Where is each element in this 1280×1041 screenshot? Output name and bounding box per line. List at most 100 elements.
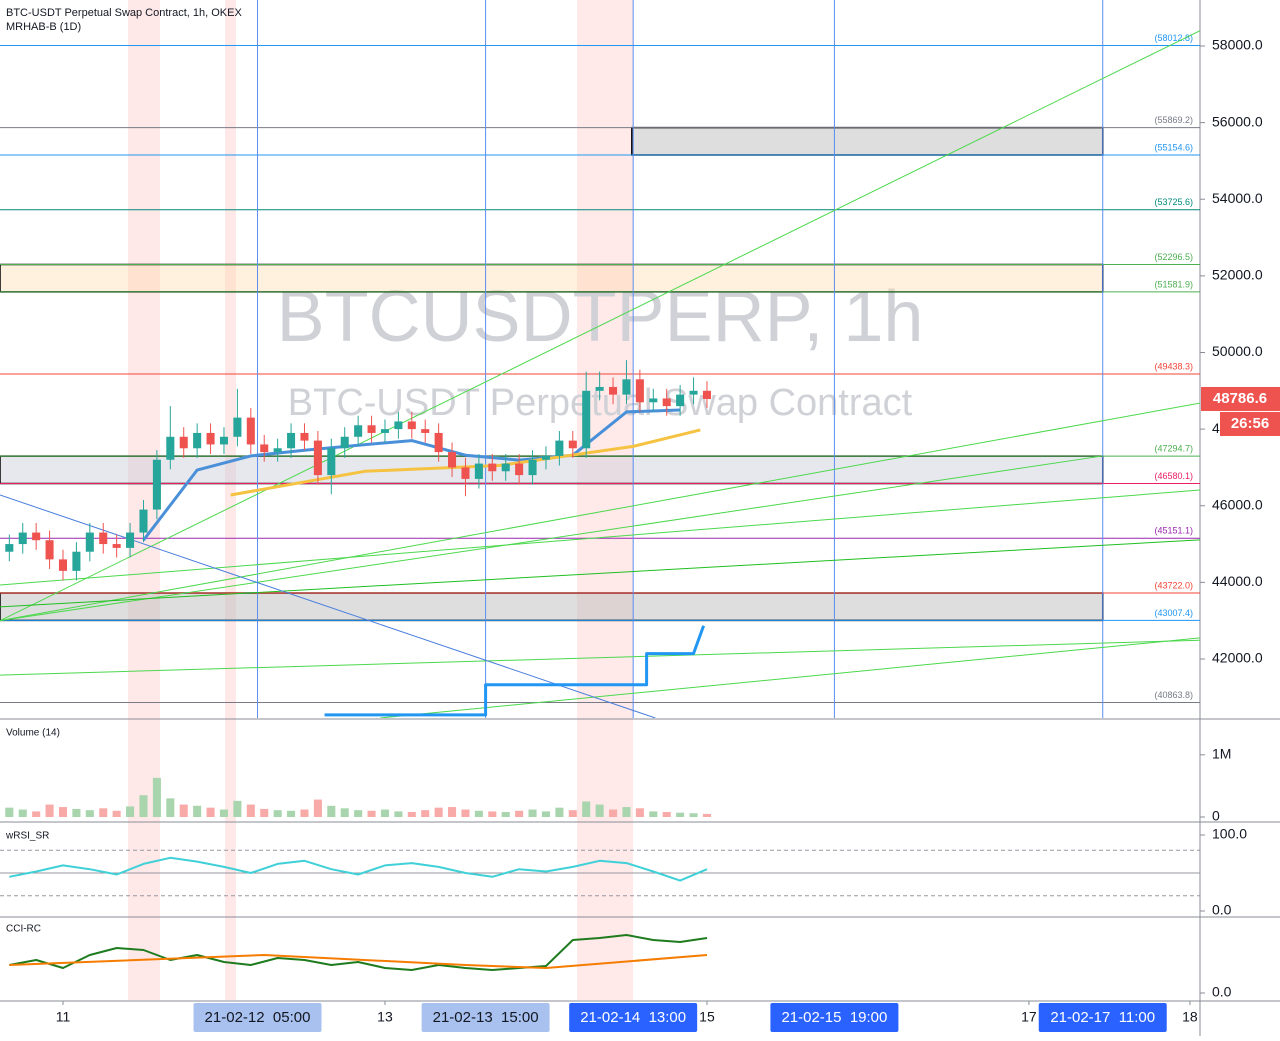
zone-box: [0, 592, 1104, 622]
indicator-line: [9, 856, 708, 882]
candle-body: [5, 544, 14, 552]
candle-body: [649, 398, 658, 403]
candle-body: [407, 421, 416, 430]
countdown-box: [1220, 411, 1280, 436]
volume-bar: [595, 804, 604, 817]
volume-bar: [246, 804, 255, 817]
candle-body: [45, 540, 54, 560]
volume-bar: [649, 811, 658, 817]
candle-body: [622, 379, 631, 395]
volume-bar: [689, 813, 698, 817]
volume-bar: [662, 812, 671, 817]
candle-body: [635, 379, 644, 403]
volume-bar: [380, 809, 389, 817]
candle-body: [434, 432, 443, 453]
trend-line: [0, 30, 1200, 622]
candle-body: [582, 390, 591, 449]
countdown-label: 26:56: [1231, 415, 1269, 432]
candle-body: [488, 463, 497, 472]
candle-body: [327, 448, 336, 476]
volume-bar: [313, 799, 322, 817]
volume-bar: [501, 812, 510, 817]
candle-body: [421, 429, 430, 433]
volume-bar: [327, 805, 336, 817]
chart-title: BTC-USDT Perpetual Swap Contract, 1h, OK…: [6, 7, 242, 19]
candle-body: [568, 440, 577, 449]
volume-bar: [448, 807, 457, 817]
candle-body: [528, 459, 537, 476]
session-band: [577, 0, 633, 1000]
trend-line: [0, 539, 1200, 608]
x-tick-label: 15: [699, 1009, 715, 1025]
candle-body: [394, 421, 403, 430]
candle-body: [273, 448, 282, 453]
volume-bar: [152, 777, 161, 817]
y-tick-label: 0: [1212, 808, 1220, 824]
candle-body: [18, 532, 27, 545]
trend-line: [0, 494, 656, 718]
candle-body: [515, 463, 524, 476]
volume-bar: [300, 809, 309, 817]
volume-bar: [99, 808, 108, 817]
zone-box: [0, 263, 1104, 293]
candle-body: [609, 386, 618, 395]
y-tick-label: 52000.0: [1212, 267, 1263, 283]
volume-bar: [72, 808, 81, 817]
candle-body: [501, 463, 510, 472]
indicator-line: [230, 428, 701, 497]
trend-line: [380, 637, 1200, 718]
last-price-box: [1201, 386, 1280, 411]
volume-bar: [461, 809, 470, 817]
volume-bar: [541, 811, 550, 817]
candle-body: [380, 429, 389, 433]
time-marker-box: [421, 1003, 550, 1032]
candle-body: [206, 432, 215, 445]
candle-body: [662, 398, 671, 407]
level-label: (43722.0): [1154, 580, 1193, 590]
candle-body: [448, 452, 457, 468]
volume-bar: [609, 809, 618, 817]
volume-bar: [193, 805, 202, 817]
time-marker-label: 21-02-15 19:00: [781, 1009, 887, 1026]
level-label: (58012.8): [1154, 33, 1193, 43]
volume-bar: [287, 810, 296, 817]
time-marker-label: 21-02-12 05:00: [205, 1009, 311, 1026]
y-tick-label: 54000.0: [1212, 190, 1263, 206]
trend-line: [0, 402, 1200, 622]
time-marker-label: 21-02-13 15:00: [433, 1009, 539, 1026]
level-label: (45151.1): [1154, 526, 1193, 536]
level-label: (55869.2): [1154, 115, 1193, 125]
indicator-line: [324, 625, 706, 717]
y-tick-label: 46000.0: [1212, 496, 1263, 512]
candle-body: [354, 425, 363, 437]
candle-body: [85, 532, 94, 552]
volume-bar: [340, 808, 349, 817]
volume-bar: [85, 810, 94, 817]
volume-bar: [407, 812, 416, 817]
level-label: (53725.6): [1154, 197, 1193, 207]
level-label: (47294.7): [1154, 444, 1193, 454]
time-marker-label: 21-02-14 13:00: [580, 1009, 686, 1026]
volume-bar: [58, 807, 68, 817]
level-label: (49438.3): [1154, 361, 1193, 371]
candle-body: [179, 436, 188, 449]
candle-body: [233, 417, 242, 437]
volume-bar: [635, 808, 644, 817]
candle-body: [112, 544, 121, 548]
y-tick-label: 50000.0: [1212, 343, 1263, 359]
volume-bar: [126, 806, 135, 817]
candle-body: [300, 432, 309, 441]
candle-body: [193, 432, 202, 449]
indicator-line: [9, 954, 708, 969]
candle-body: [152, 459, 161, 510]
indicator-line: [9, 934, 708, 971]
candle-body: [126, 532, 135, 548]
volume-bar: [179, 804, 188, 817]
volume-bar: [622, 807, 631, 817]
volume-bar: [112, 810, 121, 817]
session-band: [225, 0, 236, 1000]
volume-bar: [233, 800, 242, 817]
watermark: BTCUSDTPERP, 1h: [277, 277, 924, 357]
